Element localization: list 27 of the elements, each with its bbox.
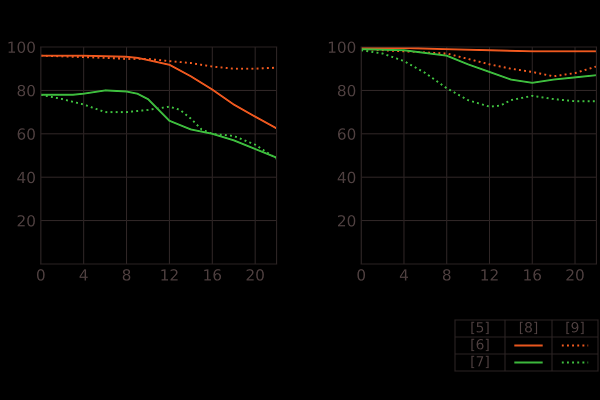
text: [7]	[471, 356, 489, 368]
x-tick-label: 8	[122, 269, 130, 281]
y-tick-label: 60	[18, 128, 35, 140]
x-tick-label: 12	[161, 269, 178, 280]
y-tick-label: 60	[338, 128, 356, 140]
x-tick-label: 0	[357, 269, 366, 281]
y-tick-label: 20	[338, 215, 356, 227]
x-tick-label: 20	[566, 269, 584, 281]
x-tick-label: 16	[524, 269, 542, 281]
text: [6]	[471, 338, 489, 352]
y-tick-label: 100	[8, 41, 35, 54]
text: [5]	[471, 322, 489, 334]
y-tick-label: 40	[17, 172, 35, 184]
y-tick-label: 80	[18, 84, 35, 96]
x-tick-label: 8	[442, 269, 451, 281]
y-tick-label: 20	[18, 215, 35, 227]
x-tick-label: 0	[36, 269, 45, 281]
y-tick-label: 80	[338, 84, 356, 96]
x-tick-label: 20	[246, 269, 264, 281]
y-tick-label: 100	[328, 41, 356, 54]
text: [8]	[520, 322, 538, 334]
x-tick-label: 16	[204, 269, 222, 281]
y-tick-label: 40	[338, 172, 356, 184]
x-tick-label: 4	[80, 269, 88, 280]
x-tick-label: 12	[481, 269, 498, 280]
text: [9]	[566, 322, 584, 334]
x-tick-label: 4	[400, 269, 408, 280]
